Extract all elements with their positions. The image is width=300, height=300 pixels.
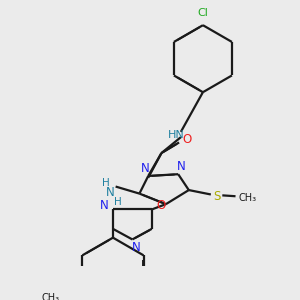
Text: CH₃: CH₃ bbox=[239, 193, 257, 203]
Text: O: O bbox=[182, 133, 192, 146]
Text: O: O bbox=[156, 199, 165, 212]
Text: H: H bbox=[102, 178, 110, 188]
Text: HN: HN bbox=[168, 130, 185, 140]
Text: H: H bbox=[113, 197, 121, 207]
Text: N: N bbox=[106, 186, 115, 199]
Text: N: N bbox=[131, 241, 140, 254]
Text: Cl: Cl bbox=[197, 8, 208, 18]
Text: CH₃: CH₃ bbox=[42, 292, 60, 300]
Text: N: N bbox=[141, 161, 150, 175]
Text: N: N bbox=[100, 199, 109, 212]
Text: S: S bbox=[213, 190, 221, 203]
Text: N: N bbox=[176, 160, 185, 173]
